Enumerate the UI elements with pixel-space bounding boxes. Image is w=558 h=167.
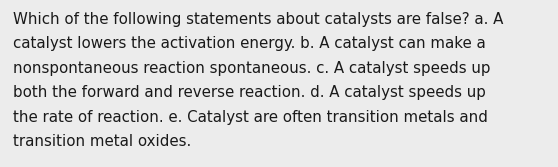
Text: catalyst lowers the activation energy. b. A catalyst can make a: catalyst lowers the activation energy. b… bbox=[13, 37, 486, 51]
Text: nonspontaneous reaction spontaneous. c. A catalyst speeds up: nonspontaneous reaction spontaneous. c. … bbox=[13, 61, 490, 76]
Text: Which of the following statements about catalysts are false? a. A: Which of the following statements about … bbox=[13, 12, 503, 27]
Text: transition metal oxides.: transition metal oxides. bbox=[13, 134, 191, 149]
Text: both the forward and reverse reaction. d. A catalyst speeds up: both the forward and reverse reaction. d… bbox=[13, 86, 486, 101]
Text: the rate of reaction. e. Catalyst are often transition metals and: the rate of reaction. e. Catalyst are of… bbox=[13, 110, 488, 125]
